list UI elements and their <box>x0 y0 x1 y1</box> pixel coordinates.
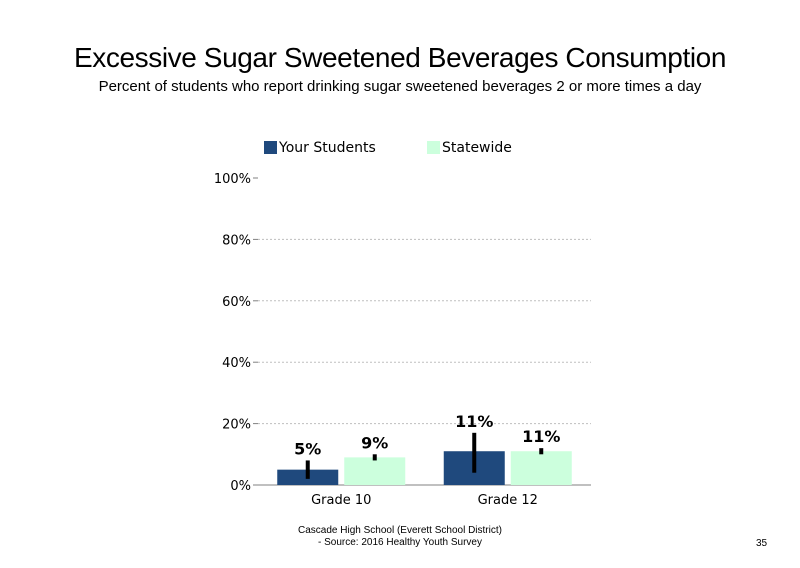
page-number: 35 <box>756 538 768 549</box>
y-tick-label: 0% <box>230 479 251 494</box>
y-tick-label: 100% <box>214 172 251 187</box>
data-label: 5% <box>294 439 321 458</box>
x-tick-label: Grade 12 <box>478 493 538 508</box>
chart-subtitle: Percent of students who report drinking … <box>98 78 702 95</box>
footer: Cascade High School (Everett School Dist… <box>250 525 550 549</box>
y-tick-label: 80% <box>222 233 251 248</box>
legend-label-statewide: Statewide <box>442 140 512 156</box>
footer-school: Cascade High School (Everett School Dist… <box>298 525 502 536</box>
footer-source: - Source: 2016 Healthy Youth Survey <box>318 537 482 548</box>
y-tick-label: 60% <box>222 295 251 310</box>
y-tick-label: 20% <box>222 418 251 433</box>
chart-title: Excessive Sugar Sweetened Beverages Cons… <box>73 42 727 73</box>
legend-label-your-students: Your Students <box>279 140 376 156</box>
bar-statewide <box>510 451 572 485</box>
legend-swatch-your-students <box>264 141 277 154</box>
bar-statewide <box>344 457 406 485</box>
data-label: 11% <box>455 412 493 431</box>
x-tick-label: Grade 10 <box>311 493 371 508</box>
y-tick-label: 40% <box>222 356 251 371</box>
data-label: 9% <box>361 433 388 452</box>
legend-swatch-statewide <box>427 141 440 154</box>
data-label: 11% <box>522 427 560 446</box>
